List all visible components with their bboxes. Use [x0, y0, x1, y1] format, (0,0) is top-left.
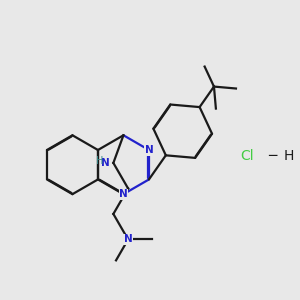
Text: N: N: [119, 189, 128, 199]
Text: Cl: Cl: [240, 149, 254, 163]
Text: N: N: [124, 234, 133, 244]
Text: H: H: [96, 157, 103, 166]
Text: ─: ─: [268, 149, 276, 163]
Text: N: N: [145, 145, 153, 155]
Text: H: H: [283, 149, 294, 163]
Text: N: N: [101, 158, 110, 168]
